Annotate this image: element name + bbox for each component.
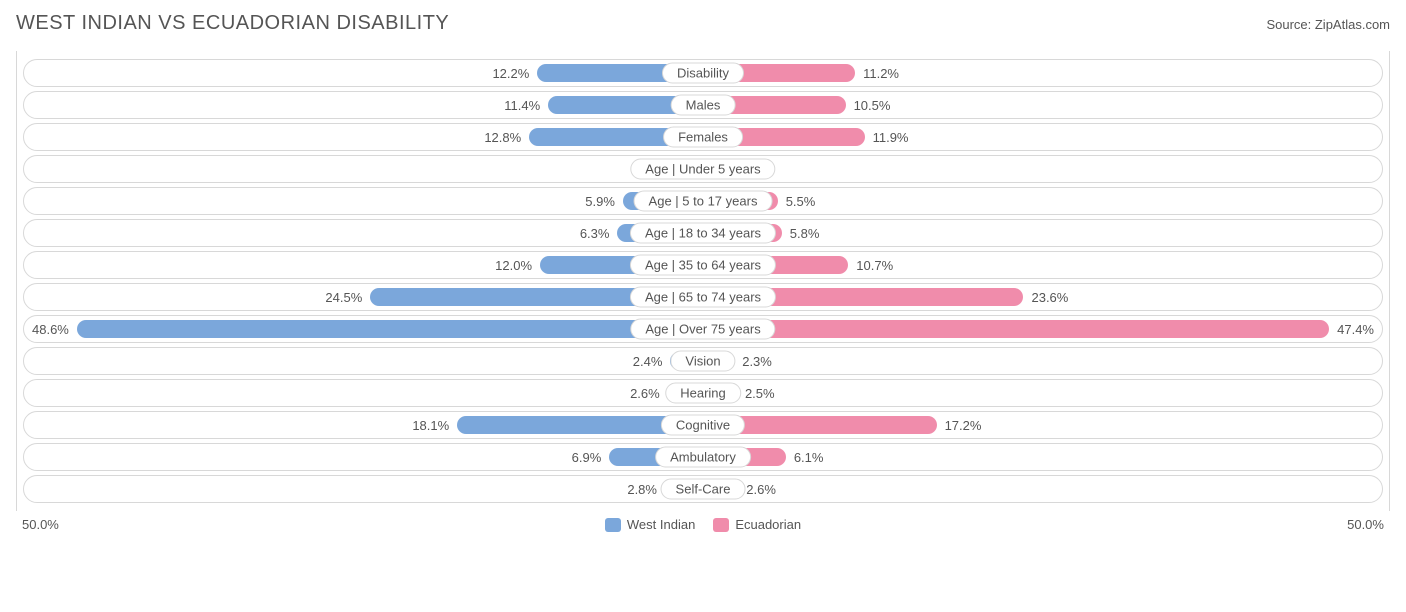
left-value-label: 2.6% [622,386,668,401]
chart-row: 1.1%1.1%Age | Under 5 years [23,155,1383,183]
diverging-bar-chart: 12.2% 11.2% Disability 11.4% 10.5% Males 12.8%… [16,51,1390,511]
right-value-label: 11.2% [855,66,907,81]
row-left-half: 2.4% [24,348,703,374]
left-value-label: 2.8% [619,482,665,497]
row-right-half: 10.5% [703,92,1382,118]
row-right-half: 11.9% [703,124,1382,150]
chart-row: 24.5% 23.6% Age | 65 to 74 years [23,283,1383,311]
left-value-label: 18.1% [404,418,457,433]
chart-row: 48.6% 47.4% Age | Over 75 years [23,315,1383,343]
source-label: Source: ZipAtlas.com [1266,17,1390,32]
right-value-label: 5.5% [778,194,824,209]
row-right-half: 5.8% [703,220,1382,246]
left-value-label: 5.9% [577,194,623,209]
chart-row: 2.6% 2.5%Hearing [23,379,1383,407]
category-label: Age | 35 to 64 years [630,255,776,276]
chart-row: 12.0% 10.7% Age | 35 to 64 years [23,251,1383,279]
axis-right-max: 50.0% [1347,517,1384,532]
legend: West Indian Ecuadorian [605,517,801,532]
left-value-label: 6.3% [572,226,618,241]
row-left-half: 6.9% [24,444,703,470]
header: WEST INDIAN VS ECUADORIAN DISABILITY Sou… [16,12,1390,35]
chart-row: 6.9% 6.1% Ambulatory [23,443,1383,471]
category-label: Self-Care [661,479,746,500]
row-left-half: 6.3% [24,220,703,246]
legend-label-left: West Indian [627,517,695,532]
category-label: Disability [662,63,744,84]
right-value-label: 2.3% [734,354,780,369]
left-value-label: 48.6% [24,322,77,337]
row-left-half: 2.6% [24,380,703,406]
row-right-half: 5.5% [703,188,1382,214]
row-left-half: 2.8% [24,476,703,502]
right-value-label: 10.7% [848,258,901,273]
left-value-label: 24.5% [317,290,370,305]
right-value-label: 2.5% [737,386,783,401]
legend-swatch-left [605,518,621,532]
row-left-half: 18.1% [24,412,703,438]
category-label: Males [671,95,736,116]
row-right-half: 2.5% [703,380,1382,406]
row-left-half: 24.5% [24,284,703,310]
row-left-half: 1.1% [24,156,703,182]
left-value-label: 2.4% [625,354,671,369]
category-label: Age | 65 to 74 years [630,287,776,308]
chart-row: 12.2% 11.2% Disability [23,59,1383,87]
left-value-label: 6.9% [564,450,610,465]
right-value-label: 11.9% [865,130,917,145]
left-value-label: 12.8% [476,130,529,145]
row-right-half: 11.2% [703,60,1382,86]
chart-row: 11.4% 10.5% Males [23,91,1383,119]
chart-row: 5.9% 5.5% Age | 5 to 17 years [23,187,1383,215]
row-right-half: 17.2% [703,412,1382,438]
row-left-half: 11.4% [24,92,703,118]
axis-legend-row: 50.0% West Indian Ecuadorian 50.0% [22,517,1384,532]
row-left-half: 12.0% [24,252,703,278]
chart-row: 18.1% 17.2% Cognitive [23,411,1383,439]
category-label: Ambulatory [655,447,751,468]
category-label: Age | Under 5 years [630,159,775,180]
row-right-half: 10.7% [703,252,1382,278]
row-left-half: 12.8% [24,124,703,150]
legend-swatch-right [713,518,729,532]
right-value-label: 10.5% [846,98,899,113]
left-value-label: 12.2% [484,66,537,81]
axis-left-max: 50.0% [22,517,59,532]
right-bar [703,320,1329,338]
chart-row: 2.4% 2.3%Vision [23,347,1383,375]
category-label: Hearing [665,383,741,404]
category-label: Cognitive [661,415,745,436]
chart-row: 2.8% 2.6%Self-Care [23,475,1383,503]
category-label: Age | Over 75 years [630,319,775,340]
row-left-half: 5.9% [24,188,703,214]
category-label: Vision [670,351,735,372]
row-left-half: 12.2% [24,60,703,86]
category-label: Females [663,127,743,148]
left-bar [77,320,703,338]
row-right-half: 1.1% [703,156,1382,182]
row-right-half: 2.3% [703,348,1382,374]
chart-title: WEST INDIAN VS ECUADORIAN DISABILITY [16,12,449,35]
right-value-label: 5.8% [782,226,828,241]
row-right-half: 47.4% [703,316,1382,342]
left-value-label: 11.4% [496,98,548,113]
category-label: Age | 5 to 17 years [634,191,773,212]
right-value-label: 17.2% [937,418,990,433]
legend-item-right: Ecuadorian [713,517,801,532]
category-label: Age | 18 to 34 years [630,223,776,244]
row-right-half: 2.6% [703,476,1382,502]
legend-item-left: West Indian [605,517,695,532]
legend-label-right: Ecuadorian [735,517,801,532]
chart-row: 6.3% 5.8% Age | 18 to 34 years [23,219,1383,247]
row-right-half: 6.1% [703,444,1382,470]
chart-row: 12.8% 11.9% Females [23,123,1383,151]
right-value-label: 47.4% [1329,322,1382,337]
row-right-half: 23.6% [703,284,1382,310]
right-value-label: 6.1% [786,450,832,465]
right-value-label: 23.6% [1023,290,1076,305]
row-left-half: 48.6% [24,316,703,342]
left-value-label: 12.0% [487,258,540,273]
